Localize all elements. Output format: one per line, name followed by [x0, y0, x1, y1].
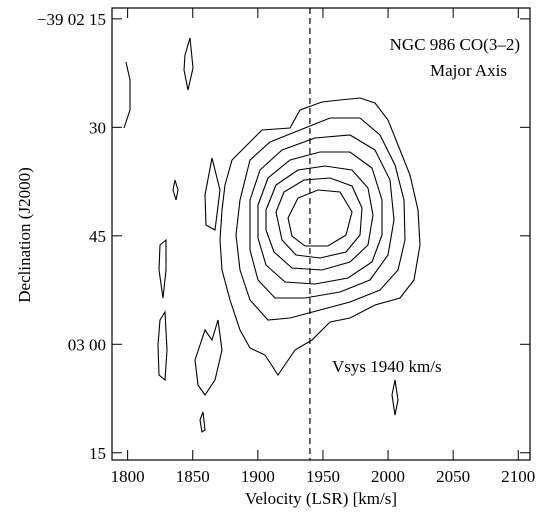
x-axis-label: Velocity (LSR) [km/s]	[245, 489, 397, 508]
x-tick-label: 1950	[306, 467, 340, 486]
y-tick-label: 30	[89, 118, 106, 137]
contour	[172, 179, 179, 201]
x-tick-label: 2050	[436, 467, 470, 486]
y-tick-label: −39 02 15	[37, 10, 106, 29]
contour	[157, 310, 168, 382]
y-tick-label: 45	[89, 227, 106, 246]
x-tick-label: 1900	[241, 467, 275, 486]
annotation: Vsys 1940 km/s	[332, 357, 442, 376]
contour	[265, 165, 374, 271]
y-tick-label: 03 00	[68, 335, 106, 354]
chart-title: NGC 986 CO(3–2)	[390, 35, 520, 54]
y-axis-label: Declination (J2000)	[15, 167, 34, 303]
contour	[275, 177, 363, 259]
contour	[391, 379, 399, 416]
x-tick-label: 1850	[176, 467, 210, 486]
contour	[199, 411, 206, 433]
contour	[194, 319, 223, 396]
contour	[183, 37, 194, 91]
contour	[235, 117, 406, 321]
chart-subtitle: Major Axis	[430, 61, 507, 80]
x-tick-label: 1800	[111, 467, 145, 486]
y-tick-label: 15	[89, 444, 106, 463]
x-tick-label: 2100	[501, 467, 535, 486]
contour	[249, 134, 395, 299]
contour	[158, 238, 167, 299]
contour	[123, 61, 131, 129]
contour	[204, 157, 221, 231]
contour	[219, 97, 421, 376]
plot-frame	[111, 7, 531, 461]
contour	[257, 151, 383, 285]
contours	[123, 37, 421, 433]
x-tick-label: 2000	[371, 467, 405, 486]
contour	[287, 189, 353, 247]
